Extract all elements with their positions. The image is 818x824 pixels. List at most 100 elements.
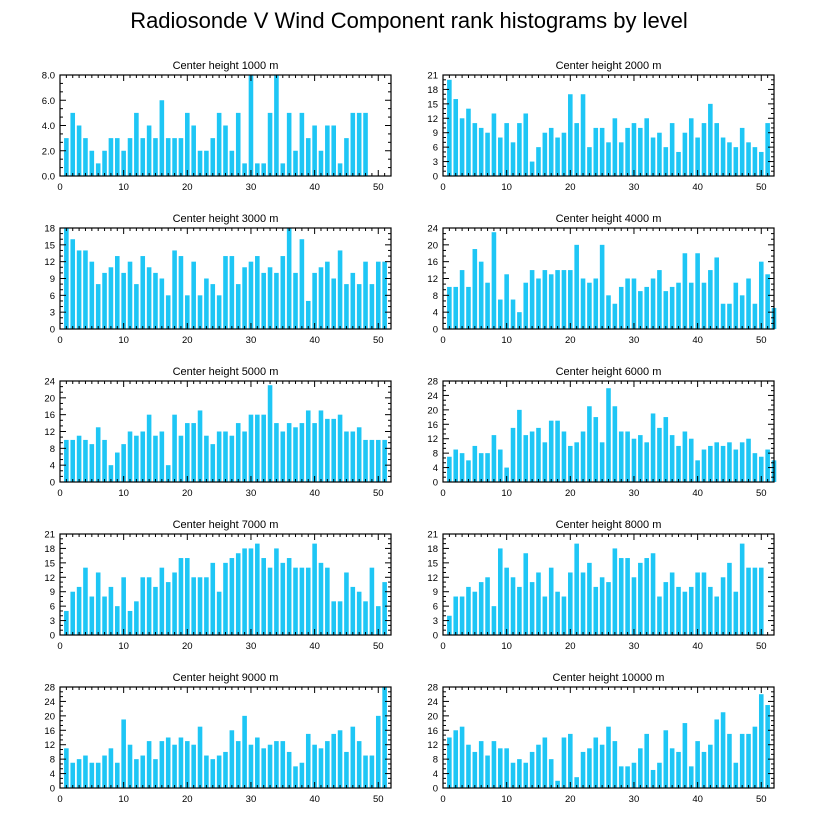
histogram-bar xyxy=(752,567,758,635)
histogram-bar xyxy=(727,733,732,788)
histogram-bar xyxy=(758,694,764,788)
histogram-bar xyxy=(331,125,337,176)
histogram-bar xyxy=(447,456,452,482)
histogram-bar xyxy=(178,558,184,635)
histogram-bar xyxy=(261,163,266,176)
histogram-bar xyxy=(568,733,573,788)
histogram-bar xyxy=(688,586,694,635)
histogram-bar xyxy=(485,282,490,329)
histogram-bar xyxy=(356,591,362,635)
histogram-bar xyxy=(580,431,586,482)
x-tick-label: 10 xyxy=(118,488,129,499)
x-tick-label: 10 xyxy=(118,641,129,652)
histogram-bar xyxy=(255,414,260,482)
histogram-bar xyxy=(102,439,107,482)
histogram-bar xyxy=(95,762,101,788)
histogram-bar xyxy=(356,427,362,482)
x-tick-label: 20 xyxy=(182,335,193,346)
histogram-bar xyxy=(305,300,311,329)
histogram-bar xyxy=(318,410,324,482)
histogram-bar xyxy=(261,558,266,635)
histogram-bar xyxy=(350,726,356,788)
histogram-bar xyxy=(631,278,637,329)
panel-title: Center height 7000 m xyxy=(173,519,279,531)
histogram-bar xyxy=(478,453,484,482)
x-tick-label: 50 xyxy=(756,641,767,652)
histogram-bar xyxy=(536,572,541,635)
y-tick-label: 9 xyxy=(433,128,438,139)
histogram-bar xyxy=(472,751,478,788)
histogram-bar xyxy=(312,744,317,788)
histogram-bar xyxy=(739,295,745,329)
histogram-bar xyxy=(197,410,203,482)
x-tick-label: 20 xyxy=(182,182,193,193)
histogram-bar xyxy=(121,719,126,788)
histogram-bar xyxy=(369,755,375,788)
histogram-bar xyxy=(574,777,579,788)
histogram-bar xyxy=(631,123,637,176)
histogram-bar xyxy=(165,138,171,176)
y-tick-label: 21 xyxy=(44,530,55,541)
y-tick-label: 9 xyxy=(50,274,55,285)
histogram-bar xyxy=(248,75,254,176)
panel-title: Center height 6000 m xyxy=(556,366,662,378)
histogram-bar xyxy=(356,112,362,176)
histogram-bar xyxy=(739,733,745,788)
histogram-bar xyxy=(363,755,368,788)
histogram-bar xyxy=(714,123,720,176)
histogram-bar xyxy=(517,409,522,482)
histogram-bar xyxy=(337,601,343,635)
histogram-bar xyxy=(657,596,662,635)
y-tick-label: 18 xyxy=(44,544,55,555)
histogram-bar xyxy=(708,744,713,788)
histogram-bar xyxy=(216,295,222,329)
histogram-bar xyxy=(280,256,286,329)
histogram-panel: Center height 5000 m 0 10 20 30 40 50 0 4 8 12 16 20… xyxy=(44,366,392,499)
histogram-bar xyxy=(242,548,247,635)
x-tick-label: 50 xyxy=(756,182,767,193)
histogram-bar xyxy=(688,766,694,788)
histogram-bar xyxy=(299,423,305,482)
histogram-bar xyxy=(185,423,190,482)
histogram-bar xyxy=(580,751,586,788)
histogram-bar xyxy=(555,420,560,482)
histogram-bar xyxy=(542,270,548,329)
histogram-bar xyxy=(337,250,343,329)
histogram-bar xyxy=(555,780,560,788)
histogram-bar xyxy=(529,751,535,788)
y-tick-label: 12 xyxy=(427,434,438,445)
histogram-panel: Center height 3000 m 0 10 20 30 40 50 0 3 6 9 12 15 1… xyxy=(44,213,392,346)
histogram-bar xyxy=(638,127,643,176)
histogram-bar xyxy=(102,596,107,635)
histogram-bar xyxy=(466,586,471,635)
histogram-bar xyxy=(261,414,266,482)
histogram-bar xyxy=(204,150,209,176)
histogram-bar xyxy=(134,759,139,788)
x-tick-label: 30 xyxy=(629,794,640,805)
histogram-bar xyxy=(178,737,184,788)
histogram-bar xyxy=(382,261,387,329)
histogram-bar xyxy=(286,751,292,788)
histogram-bar xyxy=(89,150,95,176)
histogram-bar xyxy=(299,762,305,788)
histogram-bar xyxy=(504,567,509,635)
x-tick-label: 50 xyxy=(756,794,767,805)
histogram-bar xyxy=(746,278,751,329)
histogram-bar xyxy=(121,150,126,176)
histogram-bar xyxy=(267,744,273,788)
histogram-bar xyxy=(542,132,548,176)
x-tick-label: 10 xyxy=(118,182,129,193)
histogram-bar xyxy=(146,414,152,482)
panel-title: Center height 9000 m xyxy=(173,672,279,684)
histogram-bar xyxy=(472,591,478,635)
histogram-bar xyxy=(216,755,222,788)
histogram-bar xyxy=(95,572,101,635)
histogram-panel: Center height 7000 m 0 10 20 30 40 50 0 3 6 9 12 15 1… xyxy=(44,519,392,652)
histogram-bar xyxy=(657,132,662,176)
histogram-bar xyxy=(70,439,76,482)
histogram-bar xyxy=(485,132,490,176)
y-tick-label: 3 xyxy=(50,616,55,627)
x-tick-label: 40 xyxy=(692,794,703,805)
histogram-bar xyxy=(669,123,675,176)
histogram-bar xyxy=(739,442,745,482)
